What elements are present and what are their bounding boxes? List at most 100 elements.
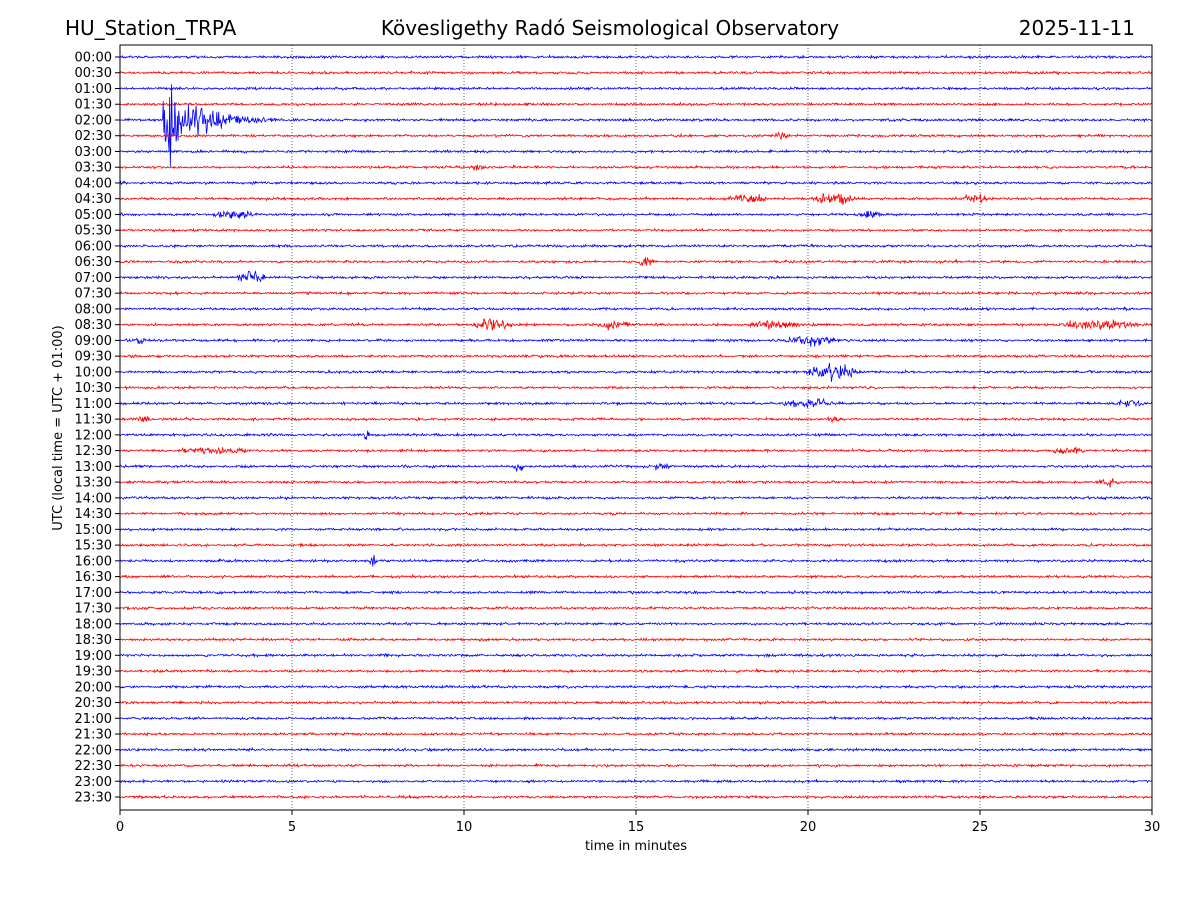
y-tick-label: 16:00 [75, 554, 112, 569]
y-tick-label: 00:30 [75, 66, 112, 81]
y-tick-label: 22:00 [75, 743, 112, 758]
y-tick-label: 04:30 [75, 192, 112, 207]
y-tick-label: 16:30 [75, 570, 112, 585]
trace-0900 [119, 335, 1153, 347]
trace-0000 [119, 54, 1153, 60]
trace-2200 [119, 746, 1153, 753]
trace-0400 [119, 180, 1153, 186]
trace-1700 [119, 589, 1153, 596]
y-tick-label: 07:00 [75, 271, 112, 286]
trace-1800 [119, 621, 1153, 627]
y-tick-label: 13:30 [75, 476, 112, 491]
trace-0130 [119, 101, 1153, 108]
y-tick-label: 20:00 [75, 680, 112, 695]
x-tick-label: 20 [800, 820, 817, 835]
y-tick-label: 18:00 [75, 617, 112, 632]
y-tick-label: 10:00 [75, 365, 112, 380]
trace-0800 [119, 305, 1153, 312]
y-tick-label: 08:00 [75, 302, 112, 317]
y-tick-label: 11:30 [75, 413, 112, 428]
y-tick-label: 05:00 [75, 208, 112, 223]
trace-0230 [119, 131, 1153, 141]
trace-0100 [119, 85, 1153, 92]
trace-1430 [120, 510, 1153, 517]
trace-0730 [119, 290, 1153, 297]
trace-0700 [119, 270, 1153, 283]
trace-0030 [119, 69, 1153, 76]
observatory-title: Kövesligethy Radó Seismological Observat… [381, 16, 839, 40]
station-title: HU_Station_TRPA [65, 16, 237, 40]
trace-1200 [119, 430, 1153, 441]
trace-0300 [119, 148, 1153, 155]
x-axis-label: time in minutes [585, 839, 687, 854]
trace-2100 [119, 715, 1153, 721]
trace-1600 [119, 554, 1153, 567]
y-axis-label: UTC (local time = UTC + 01:00) [51, 325, 66, 530]
date-title: 2025-11-11 [1019, 16, 1135, 40]
trace-1000 [119, 362, 1153, 382]
trace-0430 [119, 193, 1153, 205]
x-tick-label: 30 [1144, 820, 1161, 835]
y-tick-label: 02:00 [75, 113, 112, 128]
y-tick-label: 14:00 [75, 491, 112, 506]
trace-1100 [119, 397, 1153, 408]
x-tick-label: 0 [116, 820, 124, 835]
trace-2300 [119, 778, 1153, 784]
y-tick-label: 17:00 [75, 586, 112, 601]
y-tick-label: 23:30 [75, 791, 112, 806]
trace-1730 [119, 605, 1153, 612]
trace-0500 [119, 210, 1153, 220]
y-tick-label: 01:30 [75, 98, 112, 113]
trace-0830 [119, 318, 1153, 331]
y-tick-label: 04:00 [75, 176, 112, 191]
y-tick-label: 06:30 [75, 255, 112, 270]
trace-2030 [119, 700, 1153, 706]
x-tick-label: 10 [456, 820, 473, 835]
y-tick-label: 10:30 [75, 381, 112, 396]
x-tick-label: 25 [972, 820, 989, 835]
trace-1930 [119, 668, 1153, 674]
y-tick-label: 15:00 [75, 523, 112, 538]
y-tick-label: 03:30 [75, 161, 112, 176]
trace-1630 [119, 573, 1152, 580]
trace-1400 [119, 495, 1153, 501]
y-tick-label: 01:00 [75, 82, 112, 97]
trace-1330 [119, 478, 1153, 488]
y-tick-label: 08:30 [75, 318, 112, 333]
y-tick-label: 06:00 [75, 239, 112, 254]
trace-1530 [119, 542, 1153, 548]
y-tick-label: 12:00 [75, 428, 112, 443]
trace-2230 [119, 762, 1153, 769]
x-tick-label: 5 [288, 820, 296, 835]
y-tick-label: 23:00 [75, 775, 112, 790]
trace-1500 [119, 526, 1153, 533]
y-tick-label: 22:30 [75, 759, 112, 774]
trace-1830 [119, 636, 1153, 643]
y-tick-label: 09:00 [75, 334, 112, 349]
y-tick-label: 13:00 [75, 460, 112, 475]
y-tick-label: 21:00 [75, 712, 112, 727]
y-tick-label: 09:30 [75, 350, 112, 365]
trace-0530 [119, 227, 1153, 233]
trace-0200 [119, 84, 1153, 167]
y-tick-label: 03:00 [75, 145, 112, 160]
y-tick-label: 21:30 [75, 728, 112, 743]
trace-0930 [119, 353, 1153, 360]
trace-2000 [119, 684, 1153, 690]
trace-1900 [119, 652, 1153, 659]
y-tick-label: 18:30 [75, 633, 112, 648]
trace-2330 [119, 794, 1153, 800]
x-tick-label: 15 [628, 820, 645, 835]
trace-0330 [119, 164, 1153, 171]
y-tick-label: 02:30 [75, 129, 112, 144]
y-tick-label: 12:30 [75, 444, 112, 459]
trace-0630 [119, 256, 1152, 267]
y-tick-label: 07:30 [75, 287, 112, 302]
y-tick-label: 00:00 [75, 51, 112, 66]
trace-2130 [119, 731, 1153, 738]
y-tick-label: 11:00 [75, 397, 112, 412]
trace-1230 [120, 445, 1152, 455]
y-tick-label: 20:30 [75, 696, 112, 711]
